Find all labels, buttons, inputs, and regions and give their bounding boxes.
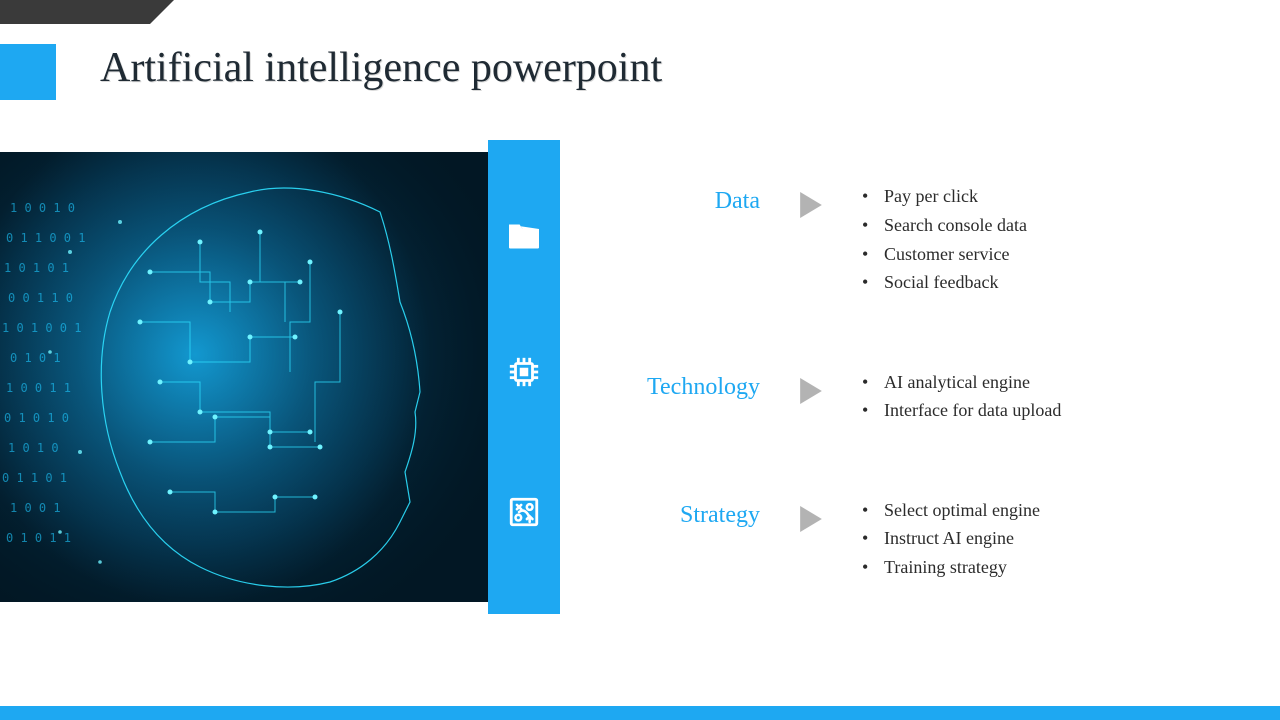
list-item: AI analytical engine <box>862 368 1061 397</box>
hero-image: 1 0 0 1 0 0 1 1 0 0 1 1 0 1 0 1 0 0 1 1 … <box>0 152 488 602</box>
svg-text:0 1 0 1: 0 1 0 1 <box>10 351 61 365</box>
svg-text:0 1 0 1 0: 0 1 0 1 0 <box>4 411 69 425</box>
list-item: Instruct AI engine <box>862 524 1040 553</box>
row-data: Data Pay per click Search console data C… <box>600 182 1220 297</box>
row-label: Technology <box>600 368 760 401</box>
row-label: Data <box>600 182 760 215</box>
header-accent-shape <box>0 0 150 24</box>
list-item: Training strategy <box>862 553 1040 582</box>
svg-text:0 1 1 0 0 1: 0 1 1 0 0 1 <box>6 231 85 245</box>
svg-text:1 0 0 1 1: 1 0 0 1 1 <box>6 381 71 395</box>
list-item: Interface for data upload <box>862 396 1061 425</box>
list-item: Customer service <box>862 240 1027 269</box>
list-item: Pay per click <box>862 182 1027 211</box>
svg-text:0 1 1 0 1: 0 1 1 0 1 <box>2 471 67 485</box>
content-rows: Data Pay per click Search console data C… <box>600 152 1220 602</box>
svg-text:0 0 1 1 0: 0 0 1 1 0 <box>8 291 73 305</box>
row-strategy: Strategy Select optimal engine Instruct … <box>600 496 1220 582</box>
arrow-icon <box>800 368 822 409</box>
strategy-icon <box>507 495 541 534</box>
title-accent-square <box>0 44 56 100</box>
chip-icon <box>507 355 541 394</box>
folder-icon <box>506 220 542 255</box>
svg-text:1 0 1 0: 1 0 1 0 <box>8 441 59 455</box>
svg-text:1 0 1 0 1: 1 0 1 0 1 <box>4 261 69 275</box>
svg-text:1 0 0 1 0: 1 0 0 1 0 <box>10 201 75 215</box>
row-technology: Technology AI analytical engine Interfac… <box>600 368 1220 426</box>
arrow-icon <box>800 496 822 537</box>
arrow-icon <box>800 182 822 223</box>
bullet-list: AI analytical engine Interface for data … <box>862 368 1061 426</box>
icon-bar <box>488 140 560 614</box>
bullet-list: Pay per click Search console data Custom… <box>862 182 1027 297</box>
bullet-list: Select optimal engine Instruct AI engine… <box>862 496 1040 582</box>
ai-head-graphic: 1 0 0 1 0 0 1 1 0 0 1 1 0 1 0 1 0 0 1 1 … <box>0 152 488 602</box>
list-item: Social feedback <box>862 268 1027 297</box>
row-label: Strategy <box>600 496 760 529</box>
page-title: Artificial intelligence powerpoint <box>100 44 662 92</box>
bottom-accent-bar <box>0 706 1280 720</box>
svg-text:1 0 1 0 0 1: 1 0 1 0 0 1 <box>2 321 81 335</box>
svg-text:1 0 0 1: 1 0 0 1 <box>10 501 61 515</box>
list-item: Select optimal engine <box>862 496 1040 525</box>
list-item: Search console data <box>862 211 1027 240</box>
